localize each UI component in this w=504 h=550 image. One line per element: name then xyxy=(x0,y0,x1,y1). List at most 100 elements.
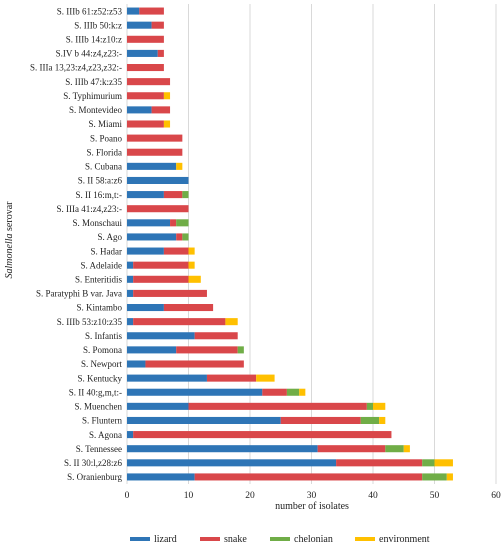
bar-segment-lizard xyxy=(127,360,146,368)
bars xyxy=(127,7,453,481)
legend-swatch-environment xyxy=(355,537,375,541)
bar-segment-environment xyxy=(373,402,386,410)
bar-segment-lizard xyxy=(127,289,134,297)
bar-segment-lizard xyxy=(127,459,337,467)
bar-segment-lizard xyxy=(127,162,177,170)
bar-segment-lizard xyxy=(127,176,189,184)
x-tick-label: 60 xyxy=(491,491,501,501)
bar-segment-snake xyxy=(280,416,361,424)
bar-segment-lizard xyxy=(127,7,140,15)
y-axis-title-italic: Salmonella xyxy=(4,233,15,278)
x-tick-label: 20 xyxy=(245,491,255,501)
bar-segment-snake xyxy=(139,7,164,15)
bar-segment-snake xyxy=(133,289,207,297)
x-tick-labels: 0 10 20 30 40 50 60 xyxy=(125,491,501,501)
bar-segment-lizard xyxy=(127,106,152,114)
bar-segment-snake xyxy=(151,106,171,114)
bar-segment-snake xyxy=(262,388,287,396)
bar-segment-environment xyxy=(176,162,183,170)
bar-segment-environment xyxy=(379,416,386,424)
bar-segment-environment xyxy=(188,275,201,283)
bar-segment-lizard xyxy=(127,191,164,199)
category-label: S. Kintambo xyxy=(76,303,122,313)
legend-swatch-chelonian xyxy=(270,537,290,541)
x-tick-label: 30 xyxy=(307,491,317,501)
bar-segment-chelonian xyxy=(422,459,435,467)
bar-segment-chelonian xyxy=(360,416,380,424)
category-label: S. Adelaide xyxy=(81,260,123,270)
category-label: S. IIIb 61:z52:z53 xyxy=(57,6,123,16)
bar-segment-lizard xyxy=(127,416,281,424)
bar-segment-snake xyxy=(163,304,214,312)
x-axis-title: number of isolates xyxy=(275,501,349,512)
x-tick-label: 50 xyxy=(430,491,440,501)
category-label: S. Ago xyxy=(97,232,122,242)
legend-label-environment: environment xyxy=(379,534,430,545)
category-label: S. IIIb 14:z10:z xyxy=(66,34,122,44)
bar-segment-chelonian xyxy=(176,219,189,227)
bar-segment-snake xyxy=(176,346,238,354)
bar-segment-lizard xyxy=(127,388,263,396)
category-label: S. Poano xyxy=(90,133,123,143)
bar-segment-lizard xyxy=(127,247,164,255)
bar-segment-chelonian xyxy=(422,473,447,481)
category-label: S. II 40:g,m,t:- xyxy=(69,387,122,397)
bar-segment-environment xyxy=(403,445,410,453)
bar-segment-lizard xyxy=(127,21,152,29)
category-label: S. Muenchen xyxy=(75,402,123,412)
bar-segment-chelonian xyxy=(182,233,189,241)
category-label: S. Hadar xyxy=(91,246,123,256)
bar-segment-snake xyxy=(317,445,386,453)
bar-segment-snake xyxy=(133,318,226,326)
category-label: S. Agona xyxy=(89,430,122,440)
category-label: S. IIIb 53:z10:z35 xyxy=(57,317,123,327)
y-axis-title: Salmonella serovar xyxy=(4,201,15,279)
bar-segment-snake xyxy=(170,219,177,227)
bar-segment-chelonian xyxy=(286,388,300,396)
legend-label-lizard: lizard xyxy=(154,534,177,545)
legend-swatch-lizard xyxy=(130,537,150,541)
bar-segment-lizard xyxy=(127,473,195,481)
bar-segment-chelonian xyxy=(366,402,373,410)
category-label: S. Pomona xyxy=(83,345,122,355)
bar-segment-snake xyxy=(127,120,164,128)
legend-label-chelonian: chelonian xyxy=(294,534,333,545)
category-label: S. II 30:l,z28:z6 xyxy=(64,458,122,468)
category-label: S. Typhimurium xyxy=(63,91,122,101)
legend-swatch-snake xyxy=(200,537,220,541)
bar-segment-environment xyxy=(225,318,238,326)
category-label: S. Tennessee xyxy=(76,444,122,454)
bar-segment-snake xyxy=(188,402,367,410)
bar-segment-chelonian xyxy=(237,346,244,354)
bar-segment-snake xyxy=(176,233,183,241)
category-label: S. II 58:a:z6 xyxy=(78,176,123,186)
bar-segment-snake xyxy=(194,332,238,340)
bar-segment-snake xyxy=(127,64,164,72)
category-label: S. Newport xyxy=(81,359,122,369)
bar-segment-environment xyxy=(163,120,171,128)
category-label: S. Montevideo xyxy=(69,105,122,115)
bar-segment-lizard xyxy=(127,49,158,57)
category-label: S. Oranienburg xyxy=(67,472,122,482)
x-tick-label: 40 xyxy=(368,491,378,501)
category-label: S. II 16:m,t:- xyxy=(76,190,123,200)
bar-segment-snake xyxy=(127,92,164,100)
category-label: S. Enteritidis xyxy=(75,274,122,284)
category-label: S. IIIa 41:z4,z23:- xyxy=(57,204,122,214)
bar-segment-lizard xyxy=(127,431,134,439)
bar-segment-snake xyxy=(127,78,171,86)
bar-segment-environment xyxy=(188,247,195,255)
bar-segment-lizard xyxy=(127,346,177,354)
category-label: S. Infantis xyxy=(85,331,122,341)
bar-segment-environment xyxy=(188,261,195,269)
category-label: S. Miami xyxy=(88,119,122,129)
bar-segment-snake xyxy=(145,360,244,368)
category-label: S. Monschaui xyxy=(73,218,123,228)
bar-segment-snake xyxy=(151,21,164,29)
category-label: S. Kentucky xyxy=(78,373,123,383)
bar-segment-snake xyxy=(157,49,164,57)
bar-segment-lizard xyxy=(127,445,318,453)
bar-segment-snake xyxy=(194,473,423,481)
bar-segment-lizard xyxy=(127,275,134,283)
category-label: S. IIIb 47:k:z35 xyxy=(65,77,122,87)
